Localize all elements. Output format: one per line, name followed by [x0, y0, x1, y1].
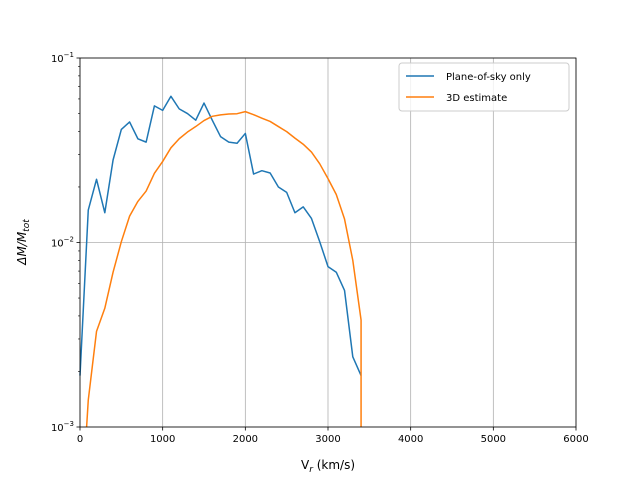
legend: Plane-of-sky only 3D estimate [398, 62, 570, 112]
x-tick-label: 4000 [398, 434, 423, 445]
y-tick-label: 10−1 [51, 51, 74, 65]
x-axis-label-unit: (km/s) [313, 458, 355, 472]
series-layer [79, 95, 362, 428]
legend-box [398, 62, 570, 112]
y-tick-label: 10−2 [51, 236, 74, 250]
y-axis-label-subscript: tot [22, 219, 32, 232]
x-tick-label: 0 [77, 434, 83, 445]
legend-label-plane-of-sky: Plane-of-sky only [446, 72, 531, 83]
x-tick-label: 3000 [315, 434, 340, 445]
x-tick-label: 2000 [233, 434, 258, 445]
series-plane-of-sky-line [79, 95, 362, 376]
legend-label-3d-estimate: 3D estimate [446, 93, 507, 104]
series-3d-estimate-line [85, 110, 362, 428]
x-tick-label: 6000 [563, 434, 588, 445]
y-tick-label: 10−3 [51, 420, 74, 434]
x-axis-ticks: 0 1000 2000 3000 4000 5000 6000 [77, 427, 589, 445]
x-tick-label: 5000 [481, 434, 506, 445]
x-tick-label: 1000 [150, 434, 175, 445]
y-axis-label-main: ΔM/M [15, 231, 29, 266]
x-axis-label: Vr (km/s) [301, 458, 355, 475]
x-axis-label-subscript: r [309, 465, 314, 475]
y-axis-label: ΔM/Mtot [15, 219, 32, 266]
x-axis-label-main: V [301, 458, 310, 472]
y-axis-ticks: 10−3 10−2 10−1 [51, 51, 80, 434]
